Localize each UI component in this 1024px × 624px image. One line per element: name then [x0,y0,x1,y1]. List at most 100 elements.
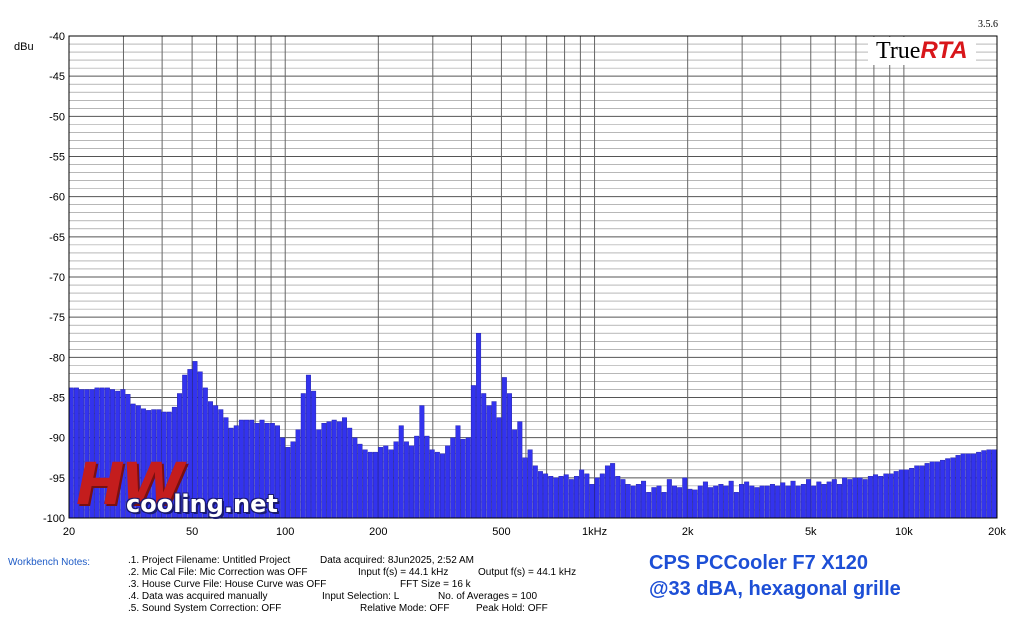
spectrum-bar [501,377,507,519]
hwcooling-logo: HW cooling.net [74,450,294,524]
spectrum-bar [883,473,889,519]
spectrum-bar [697,485,703,519]
spectrum-bar [558,476,564,519]
spectrum-bar [409,445,415,519]
note-line-5: .5. Sound System Correction: OFF [128,603,282,614]
spectrum-bar [981,450,987,519]
x-tick-labels: 20 50 100 200 500 1kHz 2k 5k 10k 20k [63,526,1006,538]
spectrum-bar [873,474,879,519]
spectrum-bar [677,487,683,519]
spectrum-bar [836,484,842,519]
note-line-2: .2. Mic Cal File: Mic Correction was OFF [128,567,308,578]
spectrum-bar [321,423,327,519]
spectrum-bar [898,469,904,519]
spectrum-bar [924,463,930,519]
spectrum-bar [300,393,306,519]
y-tick-label: -100 [43,513,65,525]
spectrum-bar [867,476,873,519]
spectrum-bar [852,477,858,519]
spectrum-bar [476,333,482,519]
note-output-fs: Output f(s) = 44.1 kHz [478,567,577,578]
note-peak-hold: Peak Hold: OFF [476,603,548,614]
spectrum-bar [914,465,920,519]
spectrum-bar [367,451,373,519]
spectrum-bar [610,463,616,519]
spectrum-bar [352,437,358,519]
y-tick-label: -40 [49,31,65,43]
spectrum-bar [434,451,440,519]
spectrum-bar [769,484,775,519]
spectrum-bar [378,447,384,519]
spectrum-bar [821,484,827,519]
version-label: 3.5.6 [978,19,998,30]
spectrum-bar [759,485,765,519]
spectrum-bar [672,485,677,519]
y-tick-label: -85 [49,393,65,405]
spectrum-bar [584,473,590,519]
spectrum-bar [800,484,806,519]
note-line-1: .1. Project Filename: Untitled Project [128,555,291,566]
spectrum-bar [450,437,456,519]
spectrum-bar [440,453,445,519]
y-tick-label: -50 [49,111,65,123]
spectrum-bar [336,421,342,519]
spectrum-bar [522,457,528,519]
spectrum-bar [372,451,378,519]
spectrum-bar [723,485,729,519]
spectrum-bar [311,390,317,519]
spectrum-bar [527,449,533,519]
spectrum-bar [790,480,796,519]
y-tick-label: -75 [49,312,65,324]
spectrum-bar [635,484,641,519]
spectrum-bar [687,488,693,519]
spectrum-bar [419,405,425,519]
note-input-selection: Input Selection: L [322,591,400,602]
x-tick-label: 1kHz [582,526,607,538]
spectrum-bar [563,474,569,519]
bar-series [68,333,997,519]
spectrum-bar [692,489,698,519]
note-fft-size: FFT Size = 16 k [400,579,471,590]
spectrum-bar [599,473,605,519]
spectrum-bar [553,477,559,519]
truerta-logo: True RTA [868,37,976,65]
spectrum-bar [785,485,791,519]
spectrum-bar [811,485,817,519]
spectrum-bar [744,481,750,519]
spectrum-bar [934,461,940,519]
spectrum-bar [940,459,946,519]
spectrum-bar [630,485,636,519]
x-tick-label: 500 [492,526,510,538]
caption-title: CPS PCCooler F7 X120 [649,552,868,574]
spectrum-bar [775,485,781,519]
spectrum-bar [666,479,672,519]
spectrum-bar [909,467,915,519]
spectrum-bar [305,374,311,519]
spectrum-bar [326,421,332,519]
spectrum-bar [795,485,801,519]
spectrum-bar [357,443,363,519]
plot-border [68,35,998,519]
spectrum-bar [965,453,971,519]
spectrum-bar [806,479,811,519]
note-relative-mode: Relative Mode: OFF [360,603,450,614]
spectrum-bar [702,481,708,519]
logo-true-text: True [876,38,921,64]
spectrum-bar [507,393,512,519]
spectrum-bar [470,385,476,519]
spectrum-bar [749,485,755,519]
x-tick-label: 50 [186,526,198,538]
spectrum-bar [986,449,992,519]
spectrum-bar [878,476,884,519]
spectrum-bar [842,477,848,519]
spectrum-bar [429,449,435,519]
spectrum-bar [929,461,935,519]
spectrum-bar [491,401,497,519]
y-tick-label: -60 [49,192,65,204]
spectrum-bar [568,479,574,519]
note-line-3: .3. House Curve File: House Curve was OF… [128,579,327,590]
spectrum-bar [496,417,502,519]
spectrum-bar [919,465,925,519]
y-tick-label: -70 [49,272,65,284]
spectrum-bar [620,479,626,519]
